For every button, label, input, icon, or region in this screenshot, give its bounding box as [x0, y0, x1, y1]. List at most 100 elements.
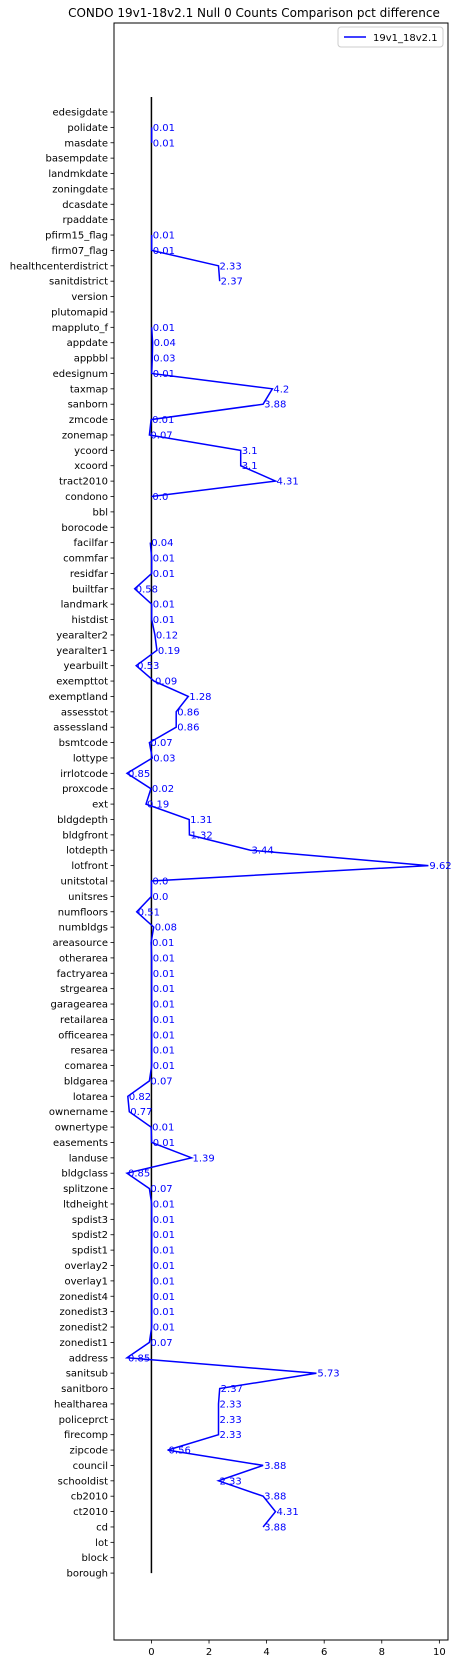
y-tick-label: residfar — [70, 569, 109, 580]
data-label: 0.01 — [152, 415, 174, 426]
y-tick-label: yearalter1 — [56, 646, 108, 657]
legend: 19v1_18v2.1 — [337, 26, 444, 48]
data-label: 0.01 — [153, 1246, 175, 1257]
plot-area — [113, 22, 449, 1641]
legend-box — [337, 26, 444, 48]
data-label: 3.1 — [242, 446, 258, 457]
y-tick-label: assesstot — [61, 707, 108, 718]
data-label: 0.01 — [153, 1030, 175, 1041]
data-label: 3.88 — [264, 1492, 286, 1503]
y-tick-label: pfirm15_flag — [45, 231, 108, 242]
data-label: 0.01 — [153, 1000, 175, 1011]
y-tick-label: landmkdate — [48, 169, 108, 180]
y-tick-label: lotarea — [73, 1092, 108, 1103]
y-tick-label: unitsres — [68, 892, 108, 903]
y-tick-label: numbldgs — [59, 923, 108, 934]
x-tick-label: 4 — [263, 1647, 269, 1658]
y-tick-label: numfloors — [58, 907, 108, 918]
y-tick-label: healthcenterdistrict — [10, 261, 108, 272]
y-tick-label: spdist3 — [72, 1215, 108, 1226]
data-label: 2.33 — [220, 1415, 242, 1426]
series-marks: 0.010.010.010.012.332.370.010.040.030.01… — [124, 97, 452, 1574]
y-tick-label: bbl — [93, 507, 108, 518]
y-tick-label: irrlotcode — [60, 769, 108, 780]
data-label: 0.01 — [153, 323, 175, 334]
data-label: 0.04 — [151, 538, 173, 549]
data-label: 0.02 — [152, 784, 174, 795]
y-tick-label: bldgarea — [64, 1076, 108, 1087]
data-label: 2.33 — [220, 1476, 242, 1487]
y-tick-label: exemptland — [49, 692, 108, 703]
y-tick-label: spdist2 — [72, 1230, 108, 1241]
y-tick-label: areasource — [52, 938, 108, 949]
y-tick-label: masdate — [64, 138, 108, 149]
y-tick-label: zipcode — [70, 1446, 109, 1457]
y-tick-label: polidate — [67, 123, 108, 134]
data-label: 0.0 — [152, 892, 168, 903]
y-tick-label: schooldist — [58, 1476, 108, 1487]
data-label: 0.0 — [152, 877, 168, 888]
y-tick-label: address — [69, 1353, 108, 1364]
data-label: 0.12 — [156, 630, 178, 641]
data-label: 0.85 — [128, 1353, 150, 1364]
data-label: 0.86 — [177, 723, 199, 734]
data-label: 3.88 — [264, 400, 286, 411]
data-label: 0.09 — [155, 677, 177, 688]
data-label: 2.37 — [221, 1384, 243, 1395]
data-label: 1.39 — [192, 1153, 214, 1164]
data-label: 0.01 — [153, 1292, 175, 1303]
y-tick-label: landmark — [61, 600, 109, 611]
data-label: 0.03 — [153, 753, 175, 764]
data-label: 1.31 — [190, 815, 212, 826]
y-tick-label: yearbuilt — [64, 661, 109, 672]
series-line — [150, 235, 221, 282]
data-label: 0.01 — [153, 554, 175, 565]
y-tick-label: overlay2 — [65, 1261, 109, 1272]
y-tick-label: bldgdepth — [57, 815, 108, 826]
x-tick-label: 0 — [148, 1647, 154, 1658]
y-tick-label: dcasdate — [62, 200, 108, 211]
data-label: 0.01 — [153, 1199, 175, 1210]
y-tick-label: lotfront — [71, 861, 108, 872]
data-label: 4.2 — [273, 384, 289, 395]
data-label: 0.07 — [150, 1076, 172, 1087]
data-label: 0.86 — [177, 707, 199, 718]
data-label: 0.56 — [169, 1446, 191, 1457]
data-label: 0.01 — [153, 615, 175, 626]
y-tick-label: proxcode — [62, 784, 108, 795]
y-tick-label: cb2010 — [71, 1492, 108, 1503]
data-label: 4.31 — [277, 477, 299, 488]
data-label: 3.1 — [242, 461, 258, 472]
y-tick-label: condono — [65, 492, 108, 503]
data-label: 3.88 — [264, 1522, 286, 1533]
y-tick-label: sanitboro — [61, 1384, 108, 1395]
y-tick-label: factryarea — [57, 969, 108, 980]
data-label: 0.19 — [158, 646, 180, 657]
y-tick-label: lot — [95, 1538, 108, 1549]
y-tick-label: retailarea — [60, 1015, 108, 1026]
y-tick-label: assessland — [53, 723, 108, 734]
y-tick-label: bldgfront — [62, 830, 108, 841]
y-tick-label: council — [73, 1461, 108, 1472]
y-tick-label: bsmtcode — [59, 738, 108, 749]
y-tick-label: plutomapid — [51, 307, 108, 318]
x-tick-label: 6 — [321, 1647, 327, 1658]
data-label: 0.01 — [153, 1215, 175, 1226]
y-tick-label: rpaddate — [63, 215, 108, 226]
y-tick-label: ycoord — [74, 446, 108, 457]
y-tick-label: ext — [92, 800, 108, 811]
data-label: 0.07 — [150, 1338, 172, 1349]
data-label: 4.31 — [277, 1507, 299, 1518]
y-tick-label: zonemap — [62, 430, 108, 441]
data-label: 0.0 — [152, 492, 168, 503]
y-tick-label: zonedist3 — [60, 1307, 108, 1318]
y-tick-label: firm07_flag — [52, 246, 108, 257]
y-tick-label: policeprct — [59, 1415, 108, 1426]
y-tick-label: healtharea — [54, 1399, 108, 1410]
series-line — [148, 327, 279, 498]
data-label: 0.07 — [150, 738, 172, 749]
y-tick-label: block — [81, 1553, 108, 1564]
y-tick-label: version — [71, 292, 108, 303]
y-tick-label: histdist — [71, 615, 108, 626]
y-tick-label: overlay1 — [65, 1276, 109, 1287]
